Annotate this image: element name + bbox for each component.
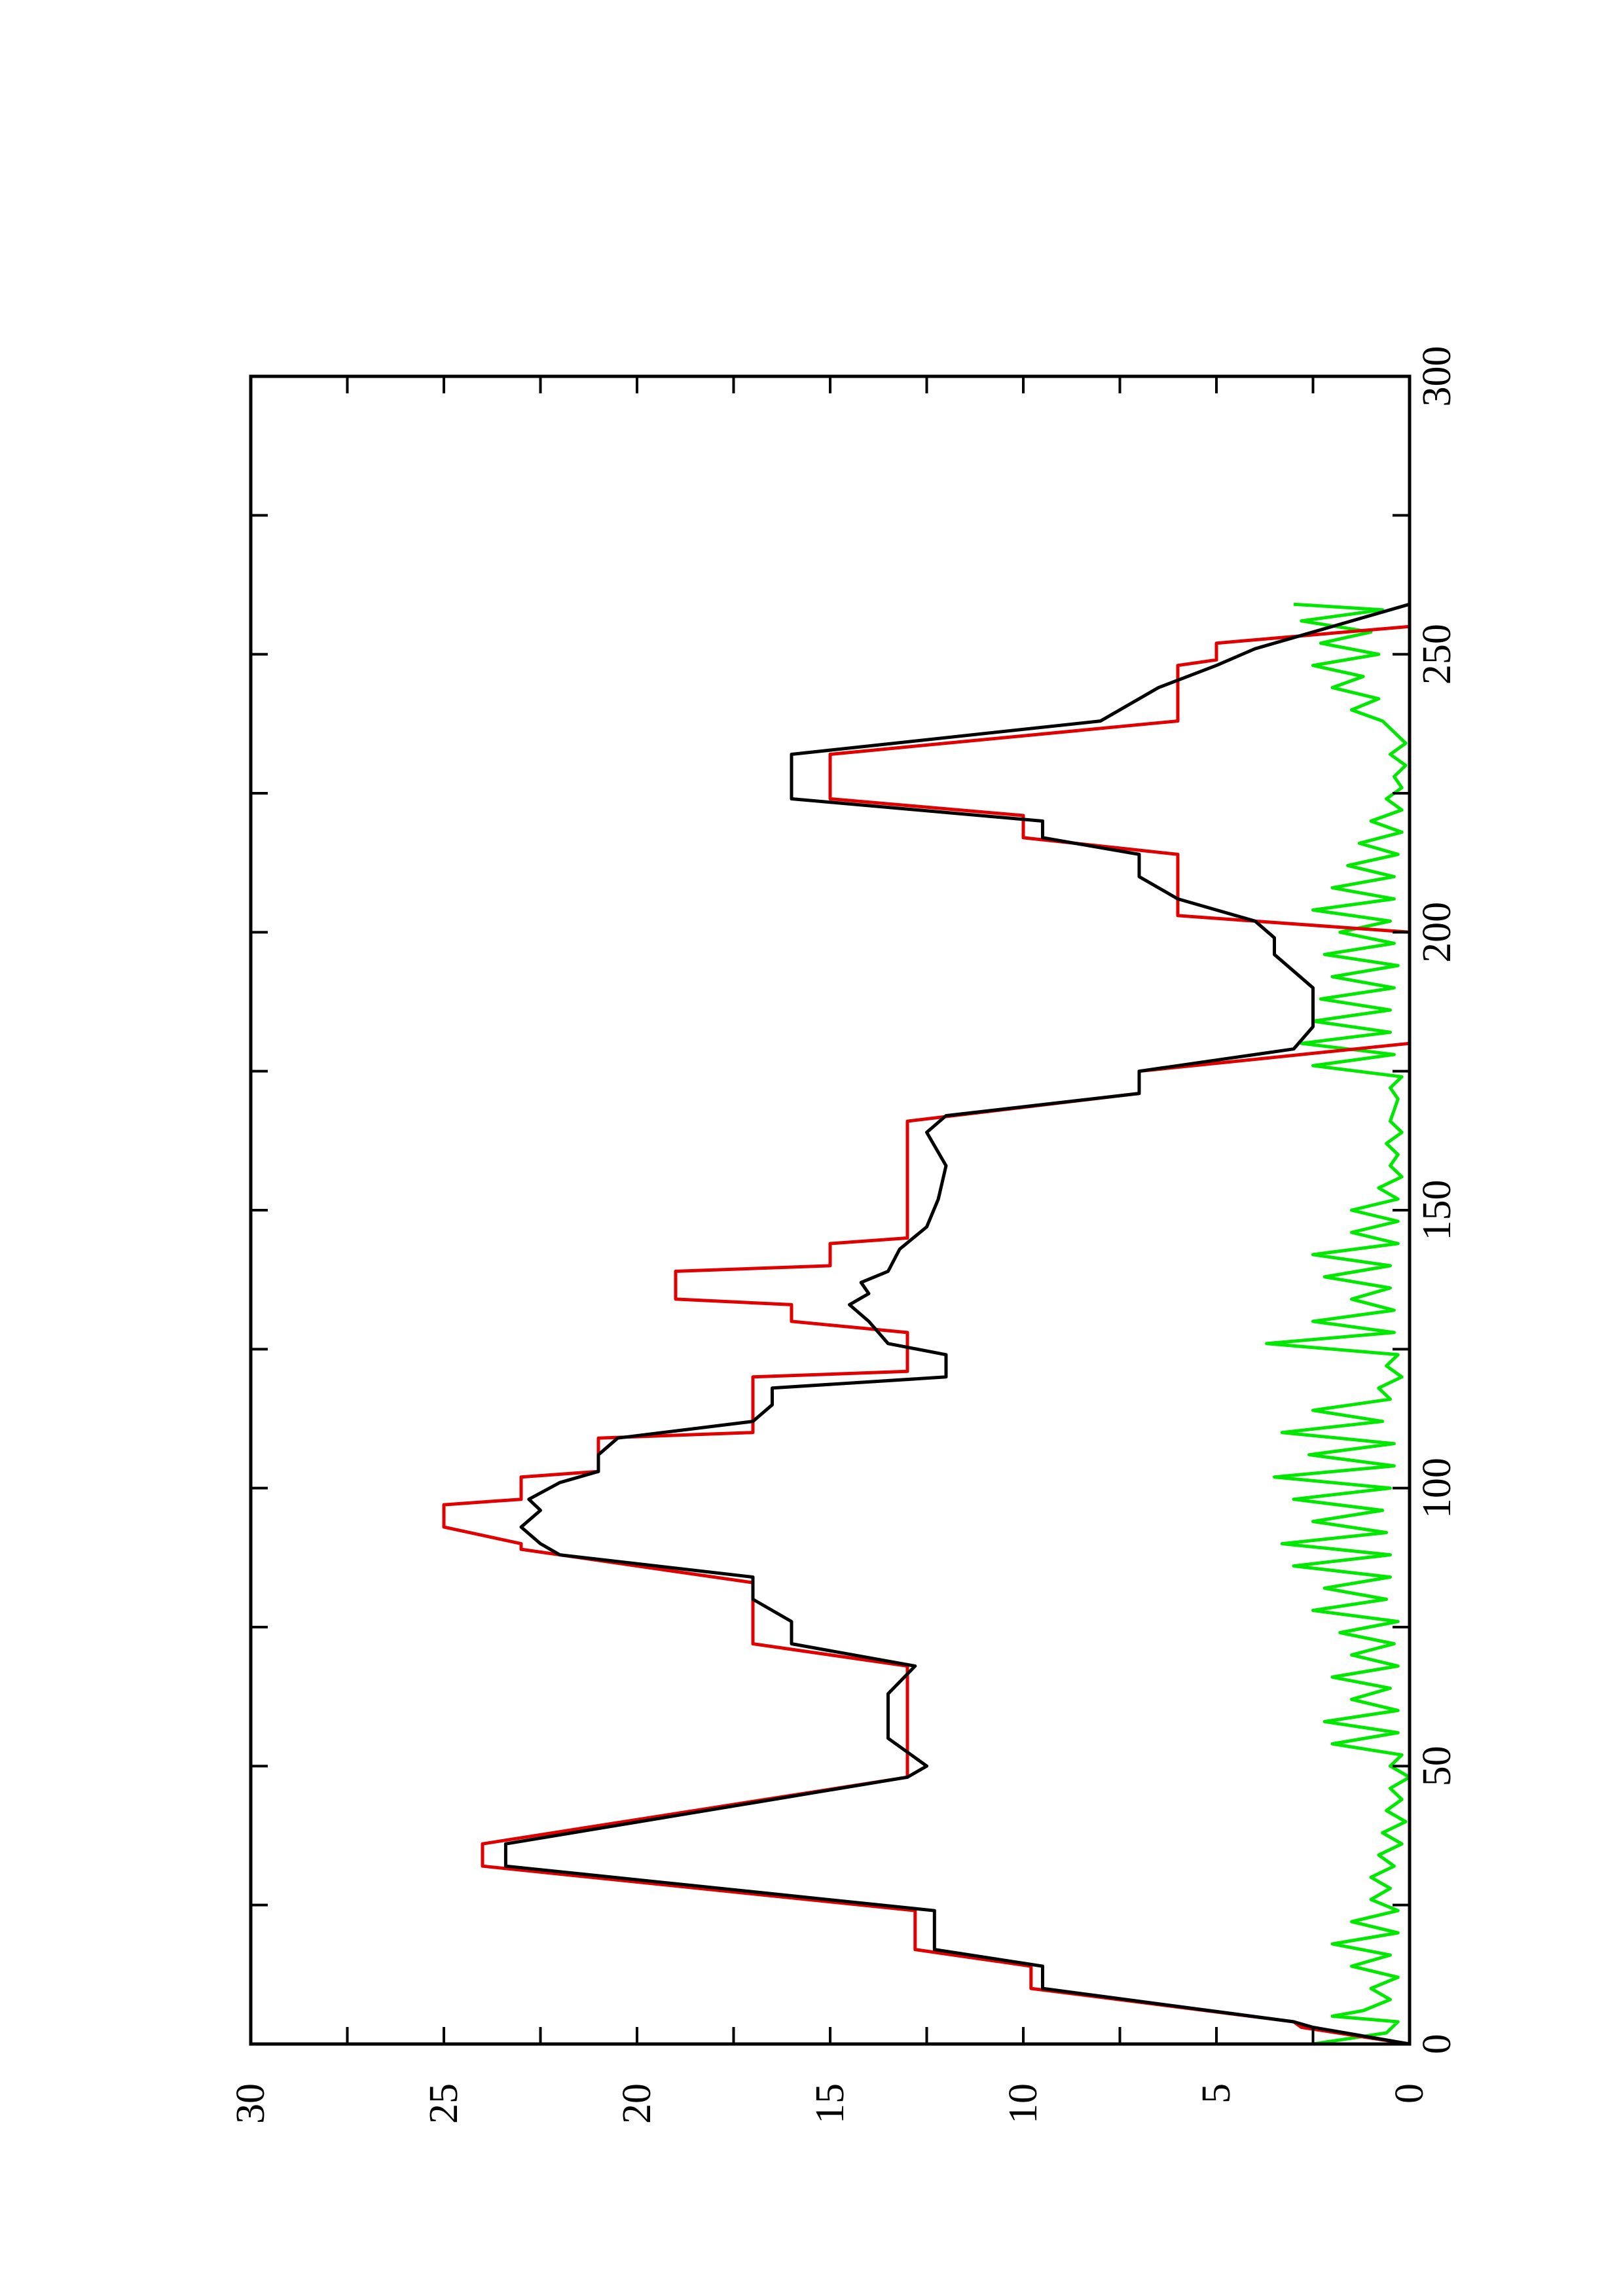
y-tick-label: 10 xyxy=(1001,2083,1046,2124)
y-tick-label: 20 xyxy=(615,2083,659,2124)
y-tick-label: 15 xyxy=(808,2083,852,2124)
series-layer xyxy=(442,602,1412,2046)
series-line xyxy=(442,624,1412,2046)
series-line xyxy=(503,602,1410,2046)
x-tick-label: 200 xyxy=(1415,902,1459,963)
x-tick-label: 50 xyxy=(1415,1746,1459,1786)
x-tick-label: 100 xyxy=(1415,1458,1459,1518)
plot-frame xyxy=(249,374,1412,2046)
series-line xyxy=(1265,602,1412,2046)
ticks-layer: 0 50 100 150 200 250 300 0 5 10 15 20 25 30 xyxy=(228,346,1459,2125)
x-tick-label: 250 xyxy=(1415,624,1459,685)
y-tick-label: 5 xyxy=(1194,2083,1239,2104)
x-tick-label: 150 xyxy=(1415,1180,1459,1241)
x-tick-label: 300 xyxy=(1415,346,1459,407)
x-tick-label: 0 xyxy=(1415,2034,1459,2054)
y-tick-label: 25 xyxy=(422,2083,466,2124)
y-tick-label: 0 xyxy=(1387,2083,1432,2104)
y-tick-label: 30 xyxy=(228,2083,273,2124)
